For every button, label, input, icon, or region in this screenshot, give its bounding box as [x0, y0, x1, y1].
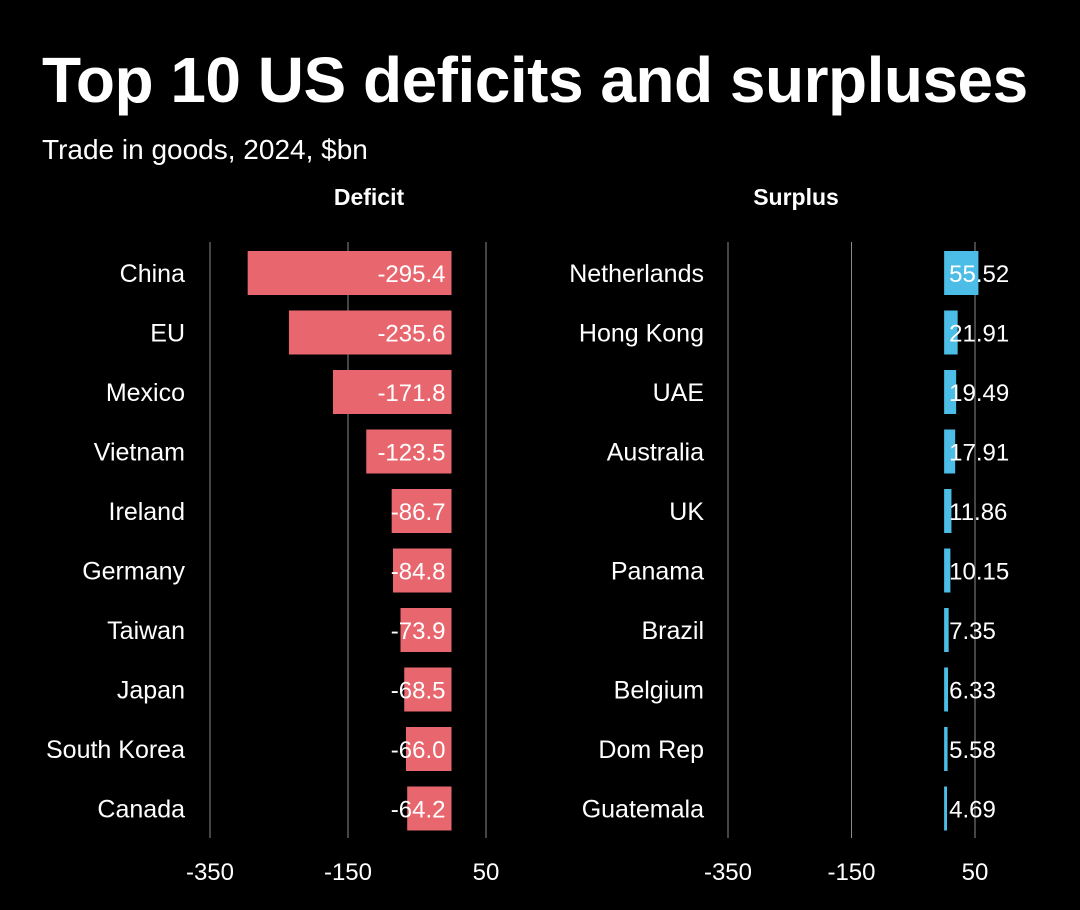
deficit-value-label: -73.9	[391, 618, 446, 645]
surplus-value-label: 11.86	[949, 499, 1007, 526]
surplus-value-label: 55.52	[949, 261, 1009, 288]
deficit-category-label: Taiwan	[107, 617, 185, 645]
surplus-category-label: Dom Rep	[598, 736, 704, 764]
surplus-category-label: Netherlands	[569, 260, 704, 288]
chart-title: Top 10 US deficits and surpluses	[42, 44, 1028, 116]
deficit-category-label: Ireland	[109, 498, 185, 526]
deficit-value-label: -68.5	[391, 678, 446, 705]
deficit-x-tick-label: -150	[324, 859, 372, 886]
deficit-x-tick-label: 50	[473, 859, 500, 886]
deficit-bar	[391, 489, 452, 533]
deficit-category-label: Canada	[97, 796, 185, 824]
deficit-bar	[400, 608, 452, 652]
deficit-value-label: -235.6	[377, 321, 445, 348]
deficit-bar	[247, 251, 452, 295]
surplus-bar	[944, 370, 957, 414]
deficit-category-label: Japan	[117, 677, 185, 705]
deficit-bar	[404, 667, 452, 712]
surplus-value-label: 5.58	[949, 737, 996, 764]
surplus-value-label: 10.15	[949, 559, 1009, 586]
surplus-bar	[944, 251, 979, 295]
deficit-value-label: -171.8	[377, 380, 445, 407]
surplus-x-tick-label: -350	[704, 859, 752, 886]
deficit-value-label: -84.8	[391, 559, 446, 586]
deficit-bar	[366, 429, 452, 474]
surplus-bar	[944, 548, 951, 593]
deficit-x-tick-label: -350	[186, 859, 234, 886]
surplus-category-label: Panama	[611, 558, 704, 586]
deficit-category-label: Germany	[82, 558, 185, 586]
deficit-bar	[392, 548, 452, 593]
surplus-bar	[944, 667, 949, 712]
surplus-category-label: UK	[669, 498, 704, 526]
deficit-value-label: -86.7	[391, 499, 446, 526]
surplus-value-label: 21.91	[949, 321, 1009, 348]
surplus-category-label: Australia	[607, 439, 704, 467]
surplus-value-label: 6.33	[949, 678, 996, 705]
deficit-bar	[332, 370, 452, 414]
surplus-bar	[944, 786, 948, 831]
surplus-category-label: Belgium	[614, 677, 704, 705]
chart-subtitle: Trade in goods, 2024, $bn	[42, 134, 368, 165]
deficit-bar	[407, 786, 452, 831]
surplus-value-label: 19.49	[949, 380, 1009, 407]
deficit-category-label: China	[120, 260, 185, 288]
surplus-bar	[944, 489, 952, 533]
deficit-value-label: -295.4	[377, 261, 445, 288]
surplus-category-label: Guatemala	[582, 796, 704, 824]
surplus-panel-title: Surplus	[753, 184, 839, 210]
surplus-bar	[944, 310, 958, 355]
surplus-x-tick-label: 50	[962, 859, 989, 886]
surplus-value-label: 7.35	[949, 618, 996, 645]
deficit-value-label: -66.0	[391, 737, 446, 764]
surplus-bar	[944, 429, 956, 474]
surplus-category-label: Brazil	[641, 617, 704, 645]
surplus-x-tick-label: -150	[827, 859, 875, 886]
deficit-category-label: Mexico	[106, 379, 185, 407]
deficit-bar	[288, 310, 452, 355]
deficit-bar	[405, 727, 452, 771]
deficit-category-label: EU	[150, 320, 185, 348]
surplus-bar	[944, 727, 948, 771]
surplus-bar	[944, 608, 949, 652]
deficit-panel-title: Deficit	[334, 184, 405, 210]
deficit-category-label: South Korea	[46, 736, 185, 764]
surplus-value-label: 17.91	[949, 440, 1009, 467]
deficit-category-label: Vietnam	[94, 439, 185, 467]
surplus-category-label: UAE	[653, 379, 704, 407]
deficit-value-label: -123.5	[377, 440, 445, 467]
surplus-value-label: 4.69	[949, 797, 996, 824]
surplus-category-label: Hong Kong	[579, 320, 704, 348]
deficit-value-label: -64.2	[391, 797, 446, 824]
